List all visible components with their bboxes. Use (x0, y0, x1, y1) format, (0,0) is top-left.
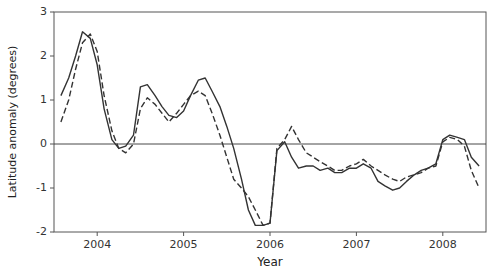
x-tick (97, 232, 98, 236)
y-tick (50, 232, 54, 233)
reference-line (54, 144, 486, 145)
x-tick (183, 232, 184, 236)
x-tick (270, 232, 271, 236)
line-series (61, 32, 479, 226)
x-tick (442, 232, 443, 236)
plot-area (54, 32, 486, 226)
y-tick-label: 0 (40, 137, 47, 150)
y-tick (50, 100, 54, 101)
x-tick-label: 2004 (83, 238, 111, 251)
y-tick-label: -2 (36, 225, 47, 238)
x-tick-label: 2008 (429, 238, 457, 251)
x-tick-label: 2006 (256, 238, 284, 251)
line-series (61, 34, 479, 225)
chart: -2 -1 0 1 2 3 2004 2005 2006 2007 2008 Year Latitude… (0, 0, 500, 272)
y-tick-label: -1 (36, 181, 47, 194)
x-tick (356, 232, 357, 236)
y-tick-label: 1 (40, 93, 47, 106)
x-tick-label: 2005 (170, 238, 198, 251)
y-tick (50, 144, 54, 145)
plot-frame (54, 12, 486, 232)
y-tick-label: 2 (40, 49, 47, 62)
y-tick (50, 12, 54, 13)
x-axis-label: Year (256, 255, 282, 269)
y-axis-label: Latitude anomaly (degrees) (6, 46, 19, 199)
x-tick-label: 2007 (342, 238, 370, 251)
y-tick (50, 56, 54, 57)
y-tick (50, 188, 54, 189)
y-tick-label: 3 (40, 5, 47, 18)
